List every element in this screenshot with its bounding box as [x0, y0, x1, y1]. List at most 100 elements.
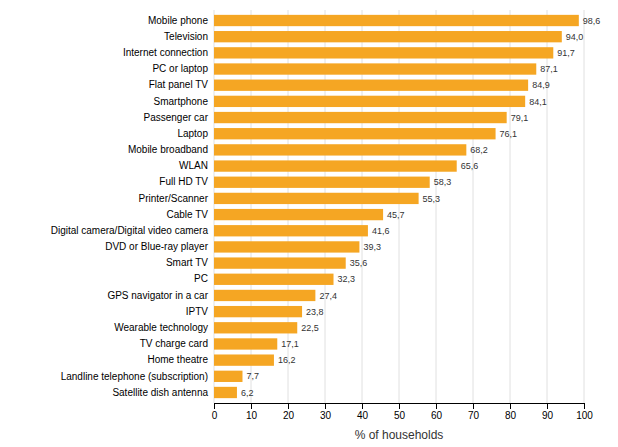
data-label: 22,5 — [301, 323, 319, 333]
y-tick-label: Printer/Scanner — [139, 193, 209, 204]
x-tick-mark — [473, 403, 474, 409]
bar — [214, 354, 274, 365]
bar — [214, 128, 496, 139]
x-tick-mark — [547, 403, 548, 409]
x-tick-label: 20 — [283, 410, 295, 421]
data-label: 84,1 — [529, 97, 547, 107]
data-label: 55,3 — [423, 194, 441, 204]
data-label: 68,2 — [470, 145, 488, 155]
x-tick: 20 — [283, 403, 295, 421]
x-axis-line — [215, 404, 585, 410]
bar — [214, 112, 507, 123]
x-tick: 40 — [357, 403, 369, 421]
y-tick-label: WLAN — [179, 160, 208, 171]
x-tick: 100 — [576, 403, 593, 421]
data-label: 35,6 — [350, 258, 368, 268]
y-tick-label: GPS navigator in a car — [107, 290, 208, 301]
x-tick-label: 50 — [394, 410, 406, 421]
y-tick: IPTV — [186, 306, 209, 317]
x-tick-mark — [214, 403, 215, 409]
x-axis-title: % of households — [355, 428, 444, 442]
data-label: 17,1 — [281, 339, 299, 349]
y-tick: PC or laptop — [152, 63, 208, 74]
y-tick: Cable TV — [166, 209, 208, 220]
bar — [214, 177, 430, 188]
y-tick: Landline telephone (subscription) — [61, 371, 208, 382]
y-tick-label: PC or laptop — [152, 63, 208, 74]
y-tick: Mobile phone — [148, 15, 208, 26]
y-tick-label: Landline telephone (subscription) — [61, 371, 208, 382]
data-label: 7,7 — [246, 371, 259, 381]
x-tick-mark — [251, 403, 252, 409]
x-tick-label: 10 — [246, 410, 258, 421]
bar — [214, 322, 297, 333]
bar — [214, 47, 553, 58]
data-labels: 6,27,716,217,122,523,827,432,335,639,341… — [241, 16, 600, 398]
x-tick: 30 — [320, 403, 332, 421]
bar — [214, 225, 368, 236]
bar — [214, 306, 302, 317]
bar — [214, 209, 383, 220]
y-tick: Satellite dish antenna — [112, 387, 208, 398]
y-tick-label: Cable TV — [166, 209, 208, 220]
y-tick: Wearable technology — [114, 322, 208, 333]
y-tick: Smart TV — [166, 257, 208, 268]
y-tick: Full HD TV — [159, 176, 208, 187]
y-tick-label: Mobile phone — [148, 15, 208, 26]
y-tick: GPS navigator in a car — [107, 290, 208, 301]
x-tick-label: 80 — [505, 410, 517, 421]
x-tick-mark — [399, 403, 400, 409]
plot: 6,27,716,217,122,523,827,432,335,639,341… — [51, 10, 601, 421]
chart: 6,27,716,217,122,523,827,432,335,639,341… — [0, 0, 618, 447]
x-tick-label: 100 — [576, 410, 593, 421]
x-tick: 0 — [212, 403, 218, 421]
x-tick-label: 60 — [431, 410, 443, 421]
bar — [214, 338, 277, 349]
bar — [214, 257, 346, 268]
y-tick-label: Smartphone — [154, 96, 209, 107]
y-tick-label: Passenger car — [144, 112, 209, 123]
y-tick: Passenger car — [144, 112, 209, 123]
x-tick: 90 — [542, 403, 554, 421]
y-tick-label: Laptop — [177, 128, 208, 139]
data-label: 98,6 — [583, 16, 601, 26]
y-tick-label: Smart TV — [166, 257, 208, 268]
bar — [214, 274, 334, 285]
bar — [214, 31, 562, 42]
y-tick-label: IPTV — [186, 306, 209, 317]
data-label: 41,6 — [372, 226, 390, 236]
y-tick-label: Digital camera/Digital video camera — [51, 225, 209, 236]
y-tick-label: Full HD TV — [159, 176, 208, 187]
data-label: 45,7 — [387, 210, 405, 220]
bar — [214, 387, 237, 398]
y-tick-label: TV charge card — [140, 338, 208, 349]
x-tick-mark — [288, 403, 289, 409]
bar — [214, 193, 419, 204]
bar — [214, 160, 457, 171]
data-label: 76,1 — [500, 129, 518, 139]
y-tick: TV charge card — [140, 338, 208, 349]
y-tick-label: Satellite dish antenna — [112, 387, 208, 398]
x-tick: 60 — [431, 403, 443, 421]
y-tick: WLAN — [179, 160, 208, 171]
y-axis: Satellite dish antenna Landline telephone… — [51, 15, 209, 398]
data-label: 27,4 — [319, 291, 337, 301]
x-tick-mark — [584, 403, 585, 409]
x-tick-mark — [436, 403, 437, 409]
y-tick: Home theatre — [147, 354, 208, 365]
data-label: 23,8 — [306, 307, 324, 317]
y-tick-label: Home theatre — [147, 354, 208, 365]
data-label: 79,1 — [511, 113, 529, 123]
data-label: 91,7 — [557, 48, 575, 58]
y-tick: Flat panel TV — [149, 79, 209, 90]
bar — [214, 15, 579, 26]
bar — [214, 144, 466, 155]
x-tick-label: 70 — [468, 410, 480, 421]
bar — [214, 63, 536, 74]
y-tick: Television — [164, 31, 208, 42]
y-tick-label: DVD or Blue-ray player — [105, 241, 208, 252]
data-label: 39,3 — [363, 242, 381, 252]
x-tick-mark — [362, 403, 363, 409]
bar — [214, 241, 359, 252]
data-label: 58,3 — [434, 177, 452, 187]
